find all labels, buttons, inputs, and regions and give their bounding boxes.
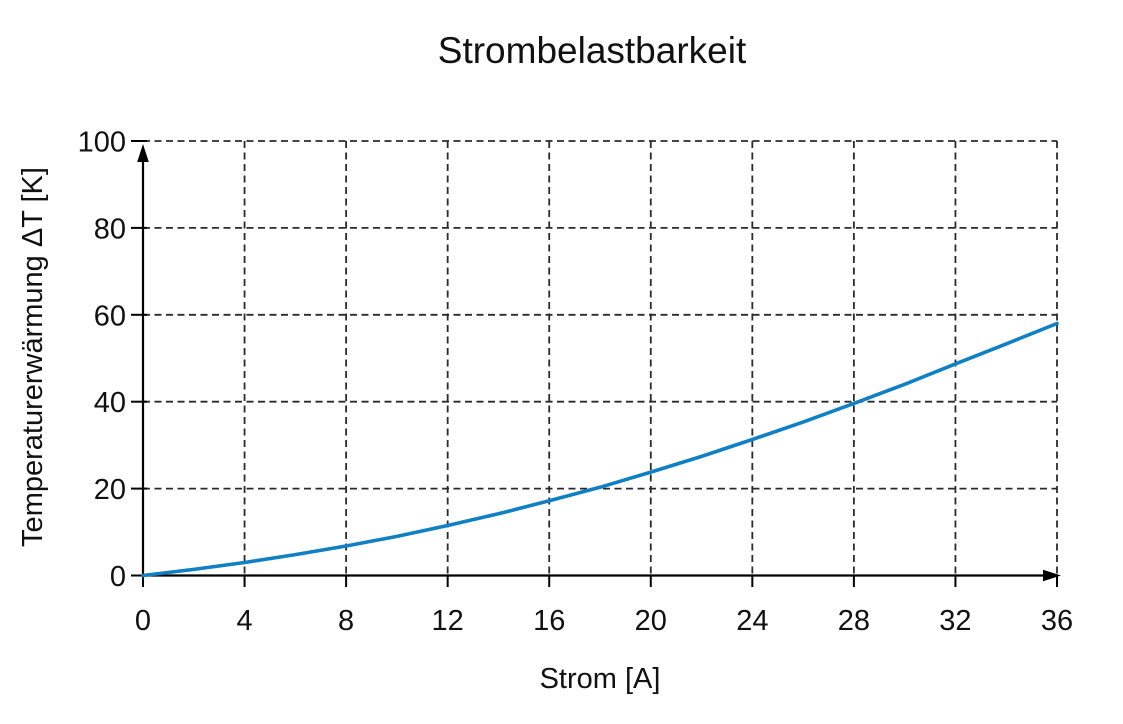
x-axis-arrow <box>1043 569 1061 582</box>
y-tick-label: 40 <box>94 387 126 419</box>
temperature-curve <box>141 321 1059 578</box>
axis-ticks <box>131 140 1058 587</box>
x-tick-label: 4 <box>236 605 252 637</box>
x-tick-label: 24 <box>736 605 768 637</box>
x-tick-label: 32 <box>939 605 971 637</box>
tick-labels: 0 4 8 12 16 20 24 28 32 36 0 20 40 60 80 100 <box>78 127 1074 638</box>
y-tick-label: 20 <box>94 474 126 506</box>
grid-lines <box>143 140 1058 576</box>
x-tick-label: 8 <box>338 605 354 637</box>
y-axis-arrow <box>137 144 149 162</box>
data-curve <box>141 321 1059 578</box>
x-axis-label: Strom [A] <box>540 663 661 695</box>
y-tick-label: 80 <box>94 213 126 245</box>
y-tick-label: 60 <box>94 300 126 332</box>
y-tick-label: 0 <box>110 561 126 593</box>
x-tick-label: 16 <box>533 605 565 637</box>
x-tick-label: 36 <box>1041 605 1073 637</box>
chart-title: Strombelastbarkeit <box>438 30 747 71</box>
x-tick-label: 28 <box>838 605 870 637</box>
x-tick-label: 20 <box>635 605 667 637</box>
x-tick-label: 0 <box>135 605 151 637</box>
x-tick-label: 12 <box>432 605 464 637</box>
axes <box>137 144 1061 582</box>
y-tick-label: 100 <box>78 127 126 159</box>
y-axis-label: Temperaturerwärmung ΔT [K] <box>17 167 49 547</box>
